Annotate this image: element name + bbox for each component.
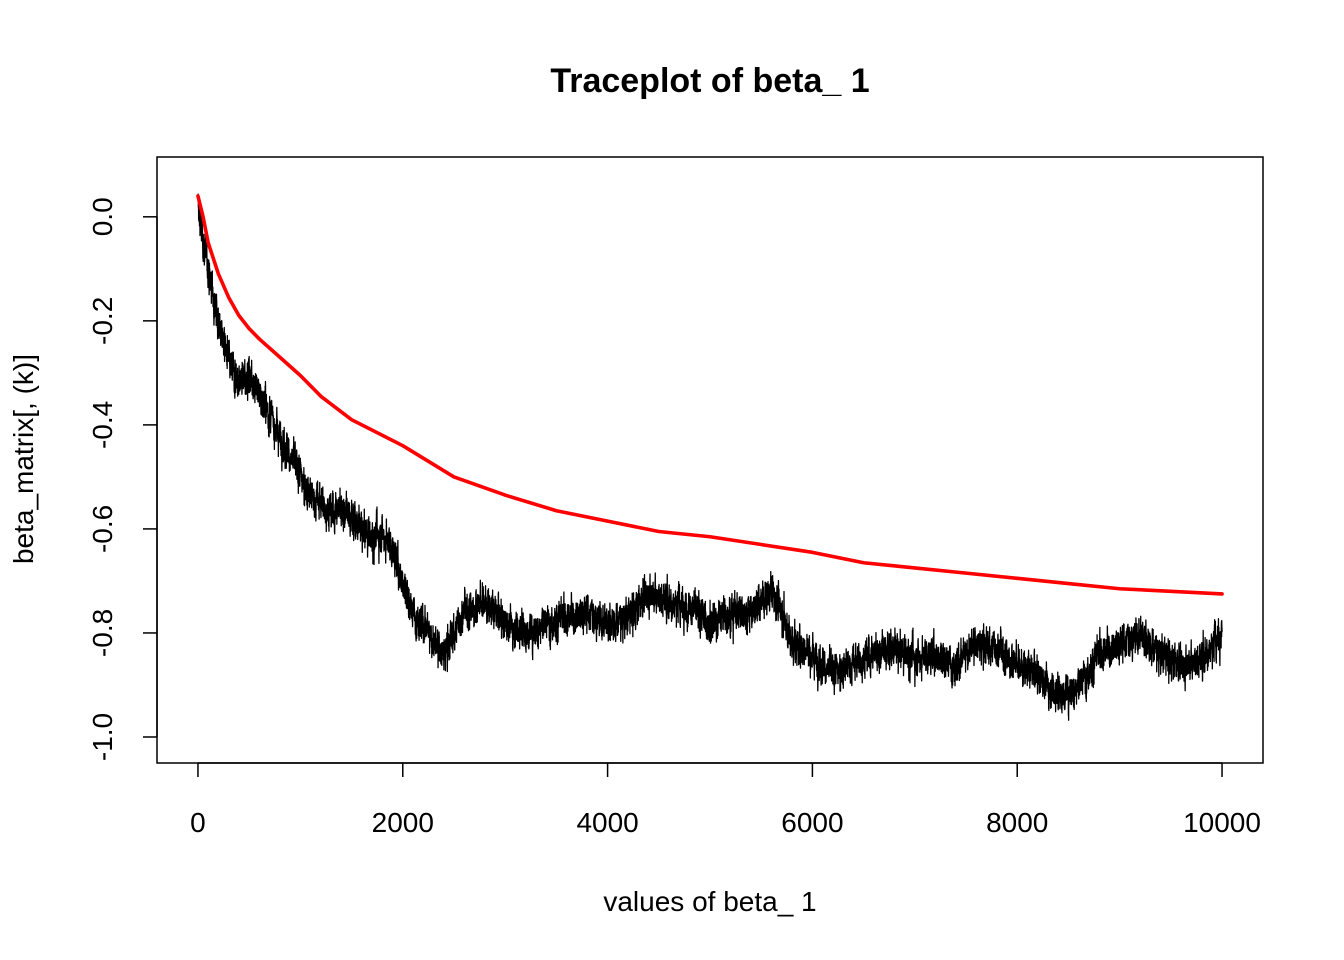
x-tick-label: 4000 xyxy=(576,807,638,838)
x-tick-label: 0 xyxy=(190,807,206,838)
y-tick-label: 0.0 xyxy=(87,197,118,236)
y-tick-label: -0.4 xyxy=(87,401,118,449)
chart-title: Traceplot of beta_ 1 xyxy=(550,62,869,100)
y-tick-label: -1.0 xyxy=(87,713,118,761)
x-tick-label: 2000 xyxy=(372,807,434,838)
y-axis-label: beta_matrix[, (k)] xyxy=(8,354,39,564)
y-axis: 0.0 -0.2 -0.4 -0.6 -0.8 -1.0 xyxy=(87,197,158,761)
plot-frame xyxy=(156,156,1264,764)
trace-series-line xyxy=(197,193,1223,721)
x-tick-label: 10000 xyxy=(1183,807,1261,838)
running-mean-line xyxy=(196,194,1224,596)
y-tick-label: -0.2 xyxy=(87,297,118,345)
y-tick-label: -0.8 xyxy=(87,609,118,657)
y-tick-label: -0.6 xyxy=(87,505,118,553)
x-axis-label: values of beta_ 1 xyxy=(603,886,816,917)
x-axis: 0 2000 4000 6000 8000 10000 xyxy=(190,762,1261,838)
x-tick-label: 8000 xyxy=(986,807,1048,838)
series-layer xyxy=(196,193,1224,721)
x-tick-label: 6000 xyxy=(781,807,843,838)
